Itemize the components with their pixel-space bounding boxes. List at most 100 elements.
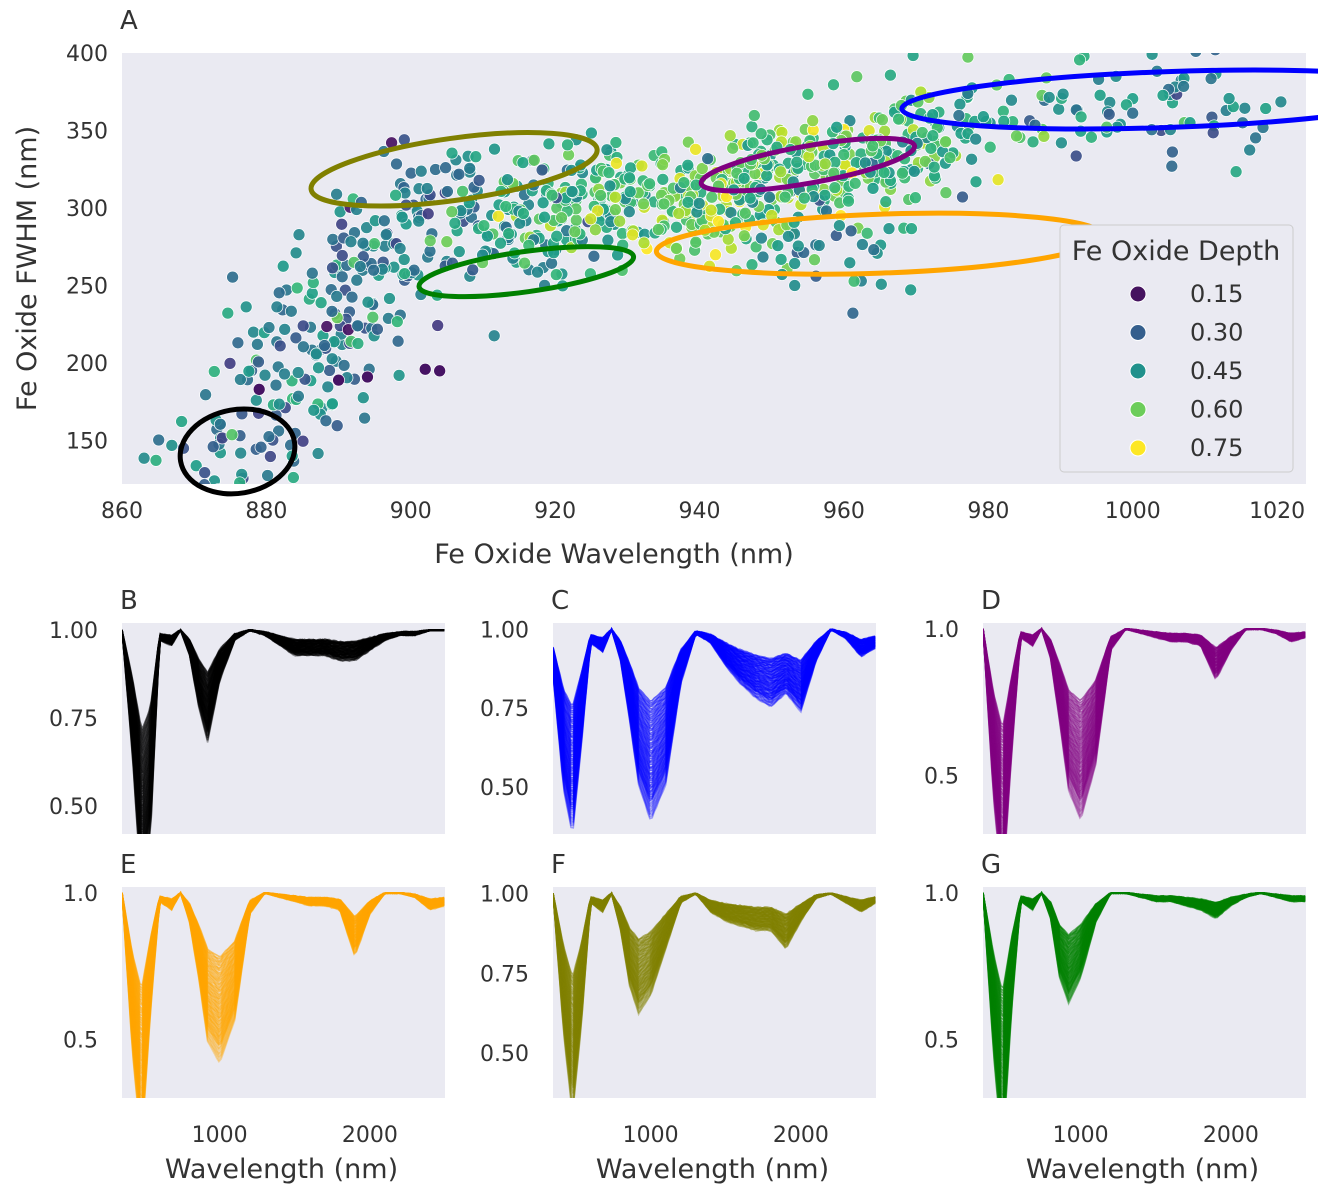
scatter-point — [896, 166, 909, 180]
scatter-point — [208, 474, 221, 484]
scatter-point — [423, 234, 437, 248]
scatter-point — [882, 222, 896, 235]
y-tick-label: 1.0 — [924, 618, 959, 643]
legend-label: 0.75 — [1190, 434, 1243, 462]
scatter-point — [603, 179, 617, 193]
scatter-point — [239, 300, 253, 314]
spectrum-line — [122, 628, 445, 834]
scatter-point — [377, 214, 391, 228]
scatter-point — [1189, 37, 1201, 49]
y-tick-label: 1.00 — [480, 618, 529, 643]
scatter-point — [296, 434, 310, 448]
spectra-lines — [122, 890, 445, 1098]
scatter-point — [602, 166, 616, 179]
scatter-point — [287, 471, 300, 484]
legend-marker — [1129, 324, 1147, 341]
scatter-point — [600, 143, 614, 157]
spectrum-line — [122, 890, 445, 1098]
spectrum-line — [553, 627, 876, 814]
scatter-point — [538, 210, 551, 224]
panel-label-c: C — [551, 586, 569, 616]
y-tick-label: 400 — [66, 42, 108, 67]
spectrum-line — [983, 891, 1306, 1098]
scatter-point — [247, 325, 260, 339]
scatter-point — [797, 191, 811, 205]
spectrum-line — [983, 627, 1306, 834]
legend-label: 0.30 — [1190, 319, 1243, 347]
scatter-point — [371, 322, 384, 336]
scatter-point — [366, 310, 380, 324]
scatter-point — [866, 139, 880, 153]
y-tick-label: 350 — [66, 120, 108, 145]
scatter-point — [1271, 37, 1283, 49]
spectrum-line — [122, 628, 445, 834]
scatter-point — [594, 189, 607, 202]
scatter-point — [1010, 129, 1023, 143]
scatter-point — [943, 151, 957, 165]
scatter-point — [1249, 131, 1262, 145]
scatter-point — [763, 190, 776, 204]
scatter-point — [397, 253, 411, 266]
spectrum-line — [553, 626, 876, 825]
panel-label-b: B — [120, 586, 138, 616]
scatter-point — [412, 214, 426, 228]
scatter-point — [555, 211, 568, 224]
x-axis-label: Fe Oxide Wavelength (nm) — [434, 539, 794, 570]
scatter-point — [774, 165, 788, 179]
panel-f: F 1.00 0.75 0.50 1000 2000 Wavelength (nm) — [480, 850, 876, 1185]
scatter-point — [242, 364, 256, 378]
x-tick-label: 960 — [823, 499, 865, 524]
panel-a: 860 880 900 920 940 960 980 1000 1020 150 200 250 30… — [12, 6, 1318, 570]
scatter-point — [637, 197, 650, 211]
scatter-point — [907, 165, 921, 178]
scatter-point — [801, 87, 815, 101]
scatter-point — [231, 336, 245, 350]
scatter-point — [689, 143, 702, 156]
scatter-point — [305, 286, 319, 300]
scatter-point — [977, 110, 990, 124]
x-tick-label: 2000 — [342, 1123, 398, 1148]
scatter-point — [284, 304, 298, 318]
scatter-point — [905, 222, 918, 235]
x-axis-label: Wavelength (nm) — [1026, 1154, 1259, 1185]
scatter-point — [249, 393, 263, 407]
scatter-point — [330, 419, 344, 433]
scatter-point — [390, 315, 404, 328]
y-tick-label: 250 — [66, 275, 108, 300]
scatter-point — [269, 378, 283, 392]
scatter-point — [390, 157, 403, 171]
panel-background — [553, 887, 876, 1098]
spectrum-line — [122, 628, 445, 834]
scatter-point — [258, 368, 272, 382]
scatter-point — [207, 365, 221, 378]
scatter-point — [1005, 93, 1018, 107]
spectrum-line — [553, 627, 876, 821]
scatter-point — [587, 249, 601, 263]
legend-label: 0.45 — [1190, 357, 1243, 385]
scatter-point — [488, 142, 501, 156]
scatter-point — [1042, 91, 1056, 104]
scatter-point — [1195, 53, 1203, 54]
spectrum-line — [122, 890, 445, 1098]
scatter-point — [843, 256, 857, 270]
panel-label-a: A — [120, 6, 138, 36]
scatter-point — [289, 331, 303, 345]
scatter-point — [670, 220, 683, 234]
spectrum-line — [983, 627, 1306, 834]
spectra-lines — [553, 626, 876, 829]
scatter-point — [441, 185, 454, 198]
scatter-point — [296, 319, 310, 333]
scatter-point — [623, 185, 637, 199]
scatter-point — [843, 114, 857, 128]
scatter-point — [844, 224, 858, 238]
scatter-point — [1037, 130, 1051, 143]
scatter-point — [1229, 165, 1243, 179]
scatter-point — [350, 273, 364, 287]
scatter-point — [477, 219, 491, 232]
spectrum-line — [553, 892, 876, 1094]
ellipse-green — [416, 244, 637, 300]
scatter-point — [1069, 149, 1083, 163]
spectra-lines — [122, 628, 445, 834]
scatter-point — [672, 207, 686, 220]
panel-label-g: G — [981, 850, 1001, 880]
